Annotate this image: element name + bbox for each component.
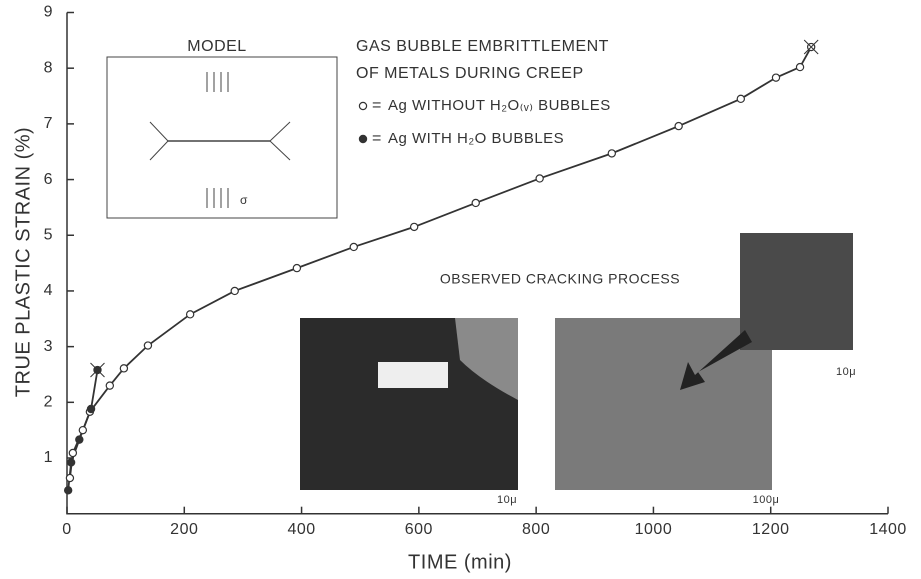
y-axis-label: TRUE PLASTIC STRAIN (%) <box>12 127 34 397</box>
x-tick-label: 0 <box>62 521 71 538</box>
data-point <box>796 63 803 70</box>
data-point <box>772 74 779 81</box>
y-tick-label: 7 <box>44 115 53 132</box>
micrograph <box>740 233 853 350</box>
scale-bar: 10μ <box>836 366 856 378</box>
y-tick-label: 8 <box>44 59 53 76</box>
scale-bar: 100μ <box>753 494 780 506</box>
data-point <box>76 436 83 443</box>
y-tick-label: 6 <box>44 171 53 188</box>
chart: MODEL σ OBSERVED CRACKING PROCESS 10μ 10… <box>0 0 921 579</box>
data-point <box>293 265 300 272</box>
y-tick-label: 4 <box>44 282 53 299</box>
legend-marker <box>359 135 366 142</box>
model-inset <box>107 57 337 218</box>
scale-bar: 10μ <box>497 494 517 506</box>
x-tick-label: 800 <box>522 521 550 538</box>
fracture-mark <box>804 40 818 54</box>
x-tick-label: 1000 <box>635 521 673 538</box>
data-point <box>608 150 615 157</box>
model-label: MODEL <box>187 38 246 55</box>
data-point <box>66 474 73 481</box>
x-axis-label: TIME (min) <box>408 551 512 573</box>
data-point <box>472 199 479 206</box>
y-tick-label: 9 <box>44 4 53 21</box>
x-tick-label: 600 <box>405 521 433 538</box>
data-point <box>411 223 418 230</box>
data-point <box>106 382 113 389</box>
inset-title: OBSERVED CRACKING PROCESS <box>440 271 680 287</box>
legend-equals: = <box>372 97 382 114</box>
x-tick-label: 200 <box>170 521 198 538</box>
data-point <box>120 365 127 372</box>
data-point <box>536 175 543 182</box>
chart-title: GAS BUBBLE EMBRITTLEMENT <box>356 38 609 55</box>
x-tick-label: 1400 <box>869 521 907 538</box>
data-point <box>231 287 238 294</box>
data-point <box>87 405 94 412</box>
y-tick-label: 1 <box>44 449 53 466</box>
legend-equals: = <box>372 130 382 147</box>
micrograph-label-box <box>378 362 448 388</box>
data-point <box>187 311 194 318</box>
legend-label: Ag WITH H₂O BUBBLES <box>388 130 564 147</box>
data-point <box>144 342 151 349</box>
data-point <box>68 459 75 466</box>
data-point <box>69 449 76 456</box>
chart-title: OF METALS DURING CREEP <box>356 65 584 82</box>
stress-label: σ <box>240 193 248 207</box>
data-point <box>79 427 86 434</box>
y-tick-label: 3 <box>44 338 53 355</box>
x-tick-label: 400 <box>287 521 315 538</box>
y-tick-label: 5 <box>44 226 53 243</box>
legend-marker <box>359 102 366 109</box>
data-point <box>737 95 744 102</box>
data-point <box>350 243 357 250</box>
data-point <box>65 487 72 494</box>
x-tick-label: 1200 <box>752 521 790 538</box>
y-tick-label: 2 <box>44 394 53 411</box>
legend-label: Ag WITHOUT H₂O₍ᵥ₎ BUBBLES <box>388 97 611 114</box>
data-point <box>675 123 682 130</box>
